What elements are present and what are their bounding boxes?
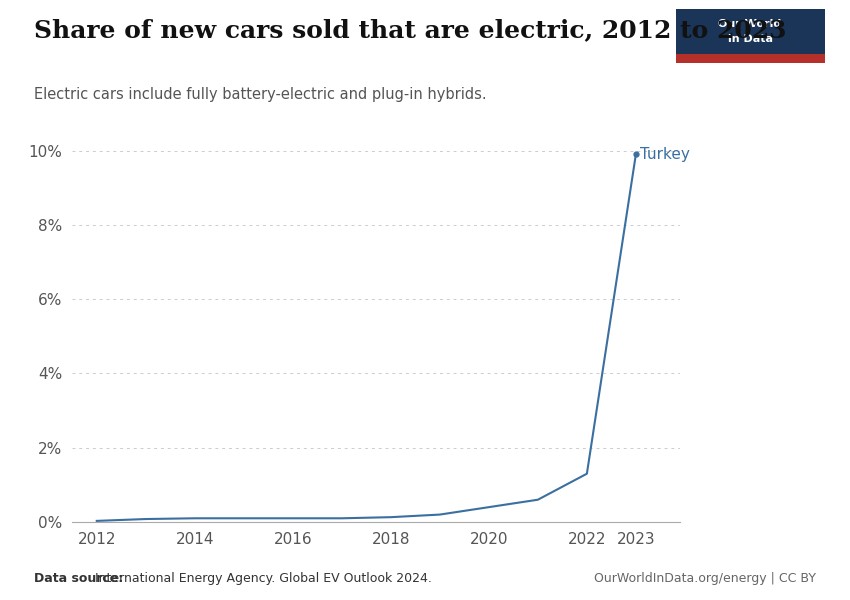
Text: Share of new cars sold that are electric, 2012 to 2023: Share of new cars sold that are electric… [34,18,786,42]
Text: Turkey: Turkey [640,147,689,162]
Text: OurWorldInData.org/energy | CC BY: OurWorldInData.org/energy | CC BY [594,572,816,585]
Text: Our World: Our World [718,19,782,29]
Text: Data source:: Data source: [34,572,127,585]
Text: Electric cars include fully battery-electric and plug-in hybrids.: Electric cars include fully battery-elec… [34,87,486,102]
Bar [676,55,824,63]
Text: International Energy Agency. Global EV Outlook 2024.: International Energy Agency. Global EV O… [95,572,432,585]
Text: in Data: in Data [728,34,773,44]
